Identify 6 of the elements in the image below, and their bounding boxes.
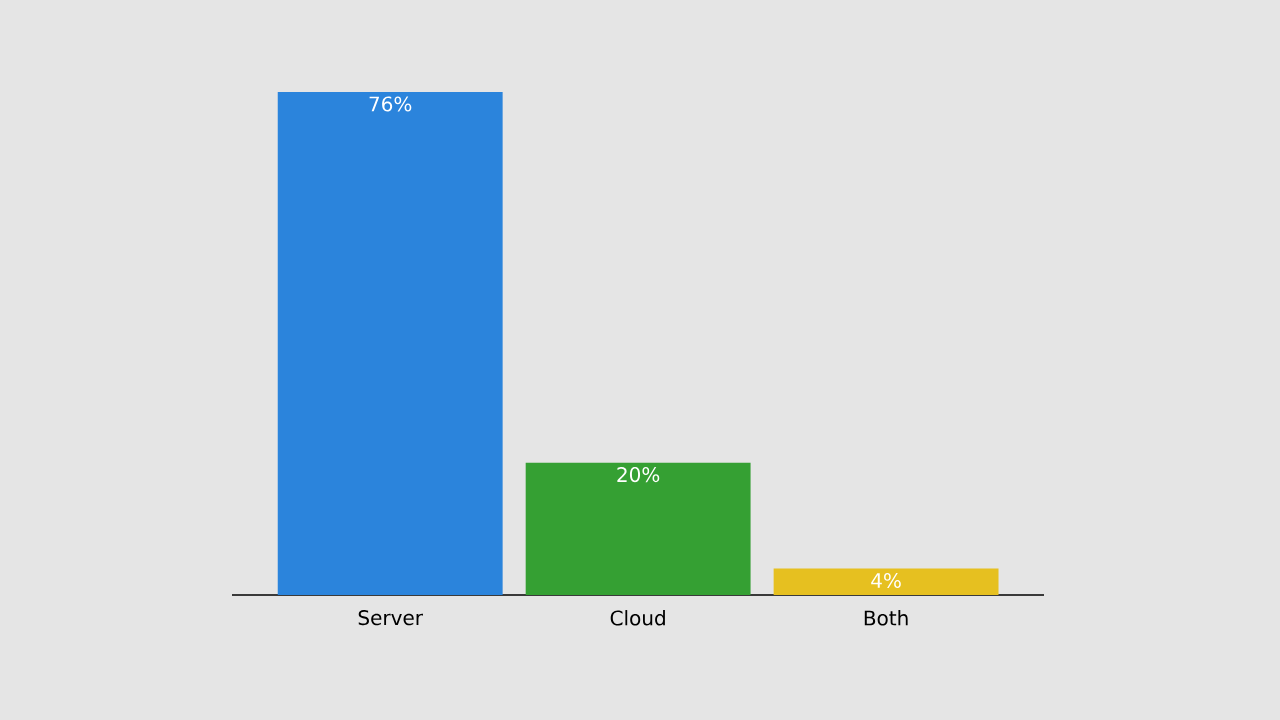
data-label: 4%	[871, 572, 901, 589]
x-tick-label: Cloud	[610, 610, 665, 626]
data-label: 76%	[369, 96, 412, 112]
x-tick-label: Both	[864, 610, 908, 626]
x-tick-label: Server	[358, 610, 423, 626]
data-label: 20%	[617, 467, 660, 483]
